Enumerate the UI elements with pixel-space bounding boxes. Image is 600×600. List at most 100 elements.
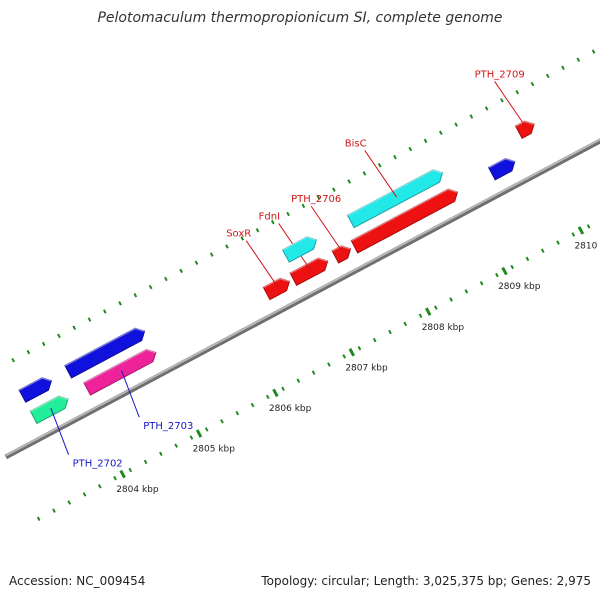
outer-tick xyxy=(209,252,214,257)
outer-tick xyxy=(423,138,428,144)
outer-tick xyxy=(286,211,290,217)
gene-pth_2702-label: PTH_2702 xyxy=(73,459,123,470)
outer-tick xyxy=(194,260,199,265)
inner-tick xyxy=(189,435,194,440)
scale-label: 2809 kbp xyxy=(498,282,541,292)
inner-tick xyxy=(372,337,377,343)
outer-tick xyxy=(11,357,15,363)
inner-tick xyxy=(250,402,255,408)
inner-tick xyxy=(388,329,392,335)
major-tick xyxy=(501,266,508,276)
outer-tick xyxy=(469,114,474,119)
outer-tick xyxy=(408,146,413,152)
outer-tick xyxy=(57,333,61,339)
inner-tick xyxy=(464,289,469,294)
inner-tick xyxy=(586,224,591,229)
outer-tick xyxy=(332,187,336,192)
inner-tick xyxy=(235,410,240,416)
gene-blue-shine xyxy=(488,157,516,169)
gene-soxr-shine xyxy=(262,277,290,289)
inner-tick xyxy=(113,475,117,481)
gene-pth_2706-leader xyxy=(310,205,344,254)
gene-pth_2703-leader xyxy=(121,370,140,418)
inner-tick xyxy=(495,272,499,278)
scale-label: 2810 kbp xyxy=(574,242,600,252)
inner-tick xyxy=(52,508,56,513)
backbone-shadow xyxy=(4,138,600,460)
major-tick xyxy=(195,429,203,438)
outer-tick xyxy=(377,163,382,168)
outer-tick xyxy=(164,276,168,282)
major-tick xyxy=(348,348,356,357)
gene-fdni-label: FdnI xyxy=(259,211,280,222)
gene-fdni-shine xyxy=(289,256,328,274)
gene-cyan xyxy=(281,236,318,263)
outer-tick xyxy=(26,349,31,355)
gene-pth_2706 xyxy=(331,245,352,264)
outer-tick xyxy=(148,284,153,290)
gene-pth_2703-label: PTH_2703 xyxy=(143,421,193,432)
major-tick xyxy=(119,469,126,479)
outer-tick xyxy=(240,236,245,241)
outer-tick xyxy=(118,301,122,306)
outer-tick xyxy=(454,122,458,127)
outer-tick xyxy=(87,317,92,322)
outer-tick xyxy=(393,154,397,160)
gene-pth_2702-leader xyxy=(50,407,70,455)
outer-tick xyxy=(255,228,260,233)
gene-soxr xyxy=(262,277,291,301)
inner-tick xyxy=(281,386,285,392)
inner-tick xyxy=(479,281,484,286)
gene-red xyxy=(350,188,459,254)
inner-tick xyxy=(418,313,423,318)
outer-tick xyxy=(133,292,138,298)
outer-tick xyxy=(72,325,77,330)
outer-tick xyxy=(530,81,535,87)
gene-pth_2703 xyxy=(83,348,157,396)
major-tick xyxy=(272,388,279,398)
outer-tick xyxy=(41,341,46,347)
outer-tick xyxy=(102,309,107,314)
inner-tick xyxy=(82,492,87,497)
gene-pth_2702 xyxy=(29,395,69,425)
gene-pth_2709-label: PTH_2709 xyxy=(475,69,525,80)
inner-tick xyxy=(143,459,148,465)
genome-summary: Topology: circular; Length: 3,025,375 bp… xyxy=(261,574,591,588)
gene-pth_2703-shine xyxy=(83,348,157,384)
inner-tick xyxy=(128,467,133,473)
inner-tick xyxy=(36,516,41,522)
gene-cyan-shine xyxy=(282,235,317,251)
inner-tick xyxy=(556,240,560,245)
outer-tick xyxy=(179,268,183,274)
outer-tick xyxy=(484,106,489,111)
inner-tick xyxy=(174,443,178,448)
major-tick xyxy=(577,226,585,235)
inner-tick xyxy=(97,484,102,489)
gene-blue xyxy=(487,157,516,181)
scale-label: 2805 kbp xyxy=(193,445,236,455)
gene-pth_2706-shine xyxy=(331,244,351,252)
gene-pth_2709-leader xyxy=(494,81,527,129)
gene-blue-shine xyxy=(64,327,145,367)
inner-tick xyxy=(357,345,362,351)
scale-label: 2804 kbp xyxy=(116,485,159,495)
inner-tick xyxy=(311,370,316,375)
scale-label: 2808 kbp xyxy=(422,323,465,333)
outer-tick xyxy=(500,98,504,103)
outer-tick xyxy=(439,130,443,136)
outer-tick xyxy=(316,195,321,200)
inner-tick xyxy=(449,297,453,302)
gene-blue xyxy=(64,327,146,379)
gene-pth_2709 xyxy=(514,120,535,139)
inner-tick xyxy=(571,232,576,237)
gene-fdni xyxy=(289,257,329,286)
gene-pth_2706-label: PTH_2706 xyxy=(291,194,341,205)
gene-bisc-leader xyxy=(364,150,398,198)
gene-bisc-label: BisC xyxy=(345,138,367,149)
outer-tick xyxy=(301,203,306,209)
outer-tick xyxy=(347,179,352,184)
inner-tick xyxy=(220,419,224,424)
gene-pth_2702-shine xyxy=(29,395,69,412)
map-title: Pelotomaculum thermopropionicum SI, comp… xyxy=(97,10,503,26)
